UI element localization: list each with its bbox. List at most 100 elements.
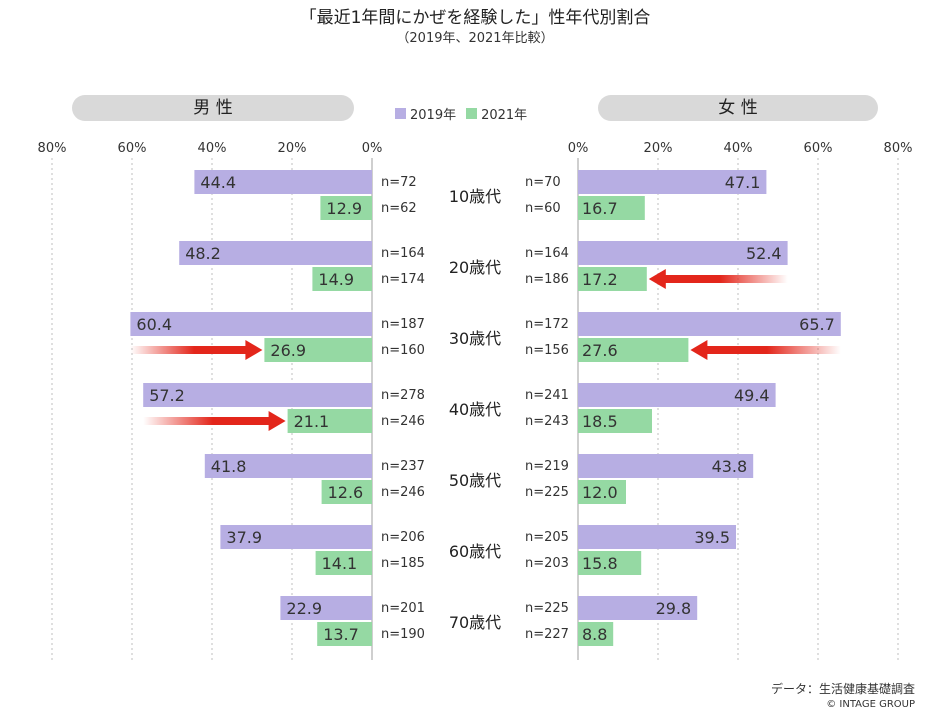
male-arrow-head bbox=[245, 340, 263, 360]
female-panel-label: 女 性 bbox=[598, 95, 878, 121]
chart-subtitle: （2019年、2021年比較） bbox=[396, 31, 554, 46]
male-bar-2019 bbox=[280, 596, 372, 620]
female-value-2019: 65.7 bbox=[799, 315, 835, 334]
male-n-2019: n=278 bbox=[381, 388, 425, 403]
category-label: 50歳代 bbox=[449, 471, 501, 490]
female-arrow bbox=[648, 269, 788, 289]
male-bar-2019 bbox=[194, 170, 372, 194]
legend: 2019年 2021年 bbox=[395, 104, 537, 123]
female-bar-2021 bbox=[578, 622, 614, 646]
male-value-2019: 41.8 bbox=[211, 457, 247, 476]
male-n-2019: n=164 bbox=[381, 246, 425, 261]
male-n-2021: n=174 bbox=[381, 272, 425, 287]
male-value-2019: 22.9 bbox=[286, 599, 322, 618]
legend-swatch-2019 bbox=[395, 108, 406, 119]
male-value-2019: 48.2 bbox=[185, 244, 221, 263]
female-value-2019: 39.5 bbox=[694, 528, 730, 547]
male-bar-2019 bbox=[204, 454, 372, 478]
male-n-2019: n=72 bbox=[381, 175, 417, 190]
male-value-2021: 21.1 bbox=[294, 412, 330, 431]
legend-swatch-2021 bbox=[466, 108, 478, 119]
female-n-2021: n=203 bbox=[525, 556, 569, 571]
female-bar-2021 bbox=[578, 409, 652, 433]
male-n-2019: n=237 bbox=[381, 459, 425, 474]
male-panel-label: 男 性 bbox=[72, 95, 354, 121]
female-bar-2021 bbox=[578, 480, 626, 504]
female-n-2019: n=205 bbox=[525, 530, 569, 545]
female-n-2021: n=156 bbox=[525, 343, 569, 358]
chart-title: 「最近1年間にかぜを経験した」性年代別割合 bbox=[299, 8, 651, 28]
female-value-2021: 16.7 bbox=[582, 199, 618, 218]
female-bar-2021 bbox=[578, 338, 689, 362]
female-arrow-head bbox=[690, 340, 708, 360]
female-bar-2021 bbox=[578, 267, 647, 291]
male-value-2021: 12.6 bbox=[328, 483, 364, 502]
female-bar-2019 bbox=[578, 241, 788, 265]
male-n-2019: n=206 bbox=[381, 530, 425, 545]
female-n-2019: n=241 bbox=[525, 388, 569, 403]
female-n-2021: n=186 bbox=[525, 272, 569, 287]
female-arrow-shaft bbox=[664, 275, 788, 283]
legend-item-2019: 2019年 bbox=[395, 104, 456, 123]
female-bar-2021 bbox=[578, 551, 642, 575]
male-bar-2021 bbox=[315, 551, 372, 575]
male-bar-2021 bbox=[312, 267, 372, 291]
male-bar-2019 bbox=[220, 525, 372, 549]
female-n-2021: n=227 bbox=[525, 627, 569, 642]
female-n-2021: n=60 bbox=[525, 201, 561, 216]
male-tick-label-60: 60% bbox=[118, 141, 147, 156]
category-label: 10歳代 bbox=[449, 187, 501, 206]
male-bar-2021 bbox=[264, 338, 372, 362]
female-value-2019: 29.8 bbox=[656, 599, 692, 618]
female-bar-2019 bbox=[578, 525, 736, 549]
male-n-2021: n=160 bbox=[381, 343, 425, 358]
female-n-2021: n=243 bbox=[525, 414, 569, 429]
legend-item-2021: 2021年 bbox=[466, 104, 527, 123]
female-bar-2019 bbox=[578, 312, 841, 336]
male-tick-label-20: 20% bbox=[278, 141, 307, 156]
data-source: データ：生活健康基礎調査 bbox=[770, 682, 915, 696]
female-bar-2021 bbox=[578, 196, 645, 220]
male-bar-2021 bbox=[320, 196, 372, 220]
male-n-2021: n=62 bbox=[381, 201, 417, 216]
male-n-2021: n=246 bbox=[381, 485, 425, 500]
female-n-2019: n=219 bbox=[525, 459, 569, 474]
male-value-2019: 44.4 bbox=[200, 173, 236, 192]
female-value-2021: 15.8 bbox=[582, 554, 618, 573]
female-arrow-shaft bbox=[706, 346, 841, 354]
female-value-2019: 43.8 bbox=[712, 457, 748, 476]
male-n-2019: n=201 bbox=[381, 601, 425, 616]
female-tick-label-60: 60% bbox=[804, 141, 833, 156]
female-value-2019: 49.4 bbox=[734, 386, 770, 405]
male-value-2019: 57.2 bbox=[149, 386, 185, 405]
copyright: © INTAGE GROUP bbox=[826, 699, 915, 710]
male-value-2019: 60.4 bbox=[136, 315, 172, 334]
female-value-2021: 17.2 bbox=[582, 270, 618, 289]
female-n-2019: n=164 bbox=[525, 246, 569, 261]
category-label: 60歳代 bbox=[449, 542, 501, 561]
male-arrow-shaft bbox=[130, 346, 247, 354]
female-value-2021: 18.5 bbox=[582, 412, 618, 431]
female-bar-2019 bbox=[578, 383, 776, 407]
male-arrow bbox=[143, 411, 286, 431]
male-n-2019: n=187 bbox=[381, 317, 425, 332]
female-value-2019: 52.4 bbox=[746, 244, 782, 263]
male-arrow bbox=[130, 340, 263, 360]
female-value-2021: 8.8 bbox=[582, 625, 607, 644]
female-bar-2019 bbox=[578, 454, 754, 478]
female-n-2021: n=225 bbox=[525, 485, 569, 500]
male-value-2019: 37.9 bbox=[226, 528, 262, 547]
female-bar-2019 bbox=[578, 596, 698, 620]
male-bar-2021 bbox=[321, 480, 372, 504]
female-value-2019: 47.1 bbox=[725, 173, 761, 192]
legend-label-2021: 2021年 bbox=[481, 108, 528, 123]
female-n-2019: n=225 bbox=[525, 601, 569, 616]
male-n-2021: n=246 bbox=[381, 414, 425, 429]
male-bar-2021 bbox=[287, 409, 372, 433]
male-bar-2019 bbox=[143, 383, 372, 407]
male-value-2021: 14.9 bbox=[318, 270, 354, 289]
female-tick-label-80: 80% bbox=[884, 141, 913, 156]
male-arrow-shaft bbox=[143, 417, 270, 425]
male-value-2021: 26.9 bbox=[270, 341, 306, 360]
